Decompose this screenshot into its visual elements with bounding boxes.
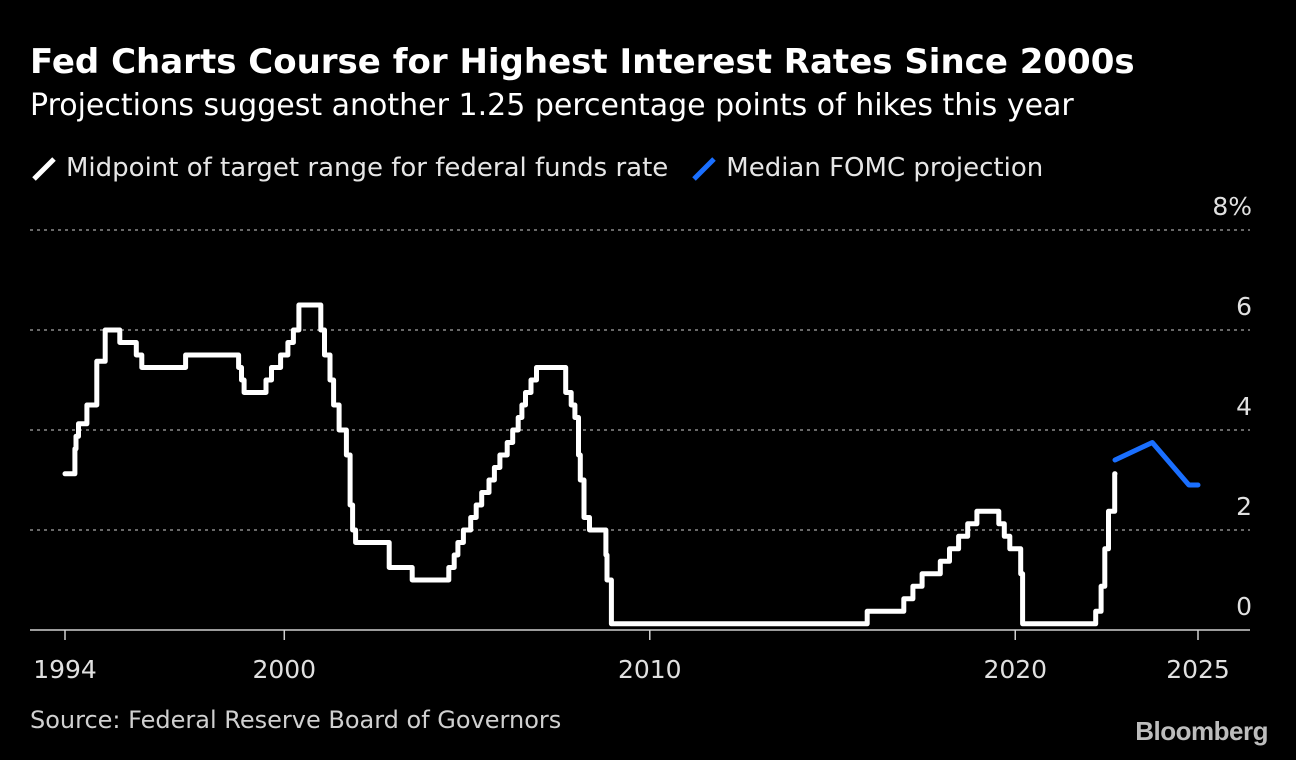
legend-swatch-white-icon	[32, 157, 56, 181]
x-tick-label-2025: 2025	[1166, 655, 1230, 684]
x-tick-label-1994: 1994	[33, 655, 97, 684]
x-tick-label-2010: 2010	[618, 655, 682, 684]
legend-item-fed-funds: Midpoint of target range for federal fun…	[30, 153, 668, 183]
legend-swatch-blue-icon	[692, 157, 717, 181]
legend-label-fomc: Median FOMC projection	[726, 153, 1044, 183]
chart-subtitle: Projections suggest another 1.25 percent…	[30, 88, 1074, 123]
legend-label-fed-funds: Midpoint of target range for federal fun…	[66, 153, 669, 183]
y-tick-label-6: 6	[1236, 292, 1252, 321]
series-line-fomc-projection	[1112, 440, 1201, 488]
series-line-fed-funds-rate	[62, 302, 1118, 627]
source-note: Source: Federal Reserve Board of Governo…	[30, 706, 562, 734]
legend-item-fomc: Median FOMC projection	[690, 153, 1043, 183]
y-tick-label-2: 2	[1236, 492, 1252, 521]
bloomberg-logo: Bloomberg	[1135, 716, 1268, 746]
legend: Midpoint of target range for federal fun…	[30, 150, 1065, 186]
y-tick-label-4: 4	[1236, 392, 1252, 421]
y-tick-label-0: 0	[1236, 592, 1252, 621]
x-tick-label-2020: 2020	[983, 655, 1047, 684]
chart-title: Fed Charts Course for Highest Interest R…	[30, 42, 1135, 82]
x-tick-label-2000: 2000	[252, 655, 316, 684]
y-tick-label-8: 8%	[1212, 192, 1252, 221]
